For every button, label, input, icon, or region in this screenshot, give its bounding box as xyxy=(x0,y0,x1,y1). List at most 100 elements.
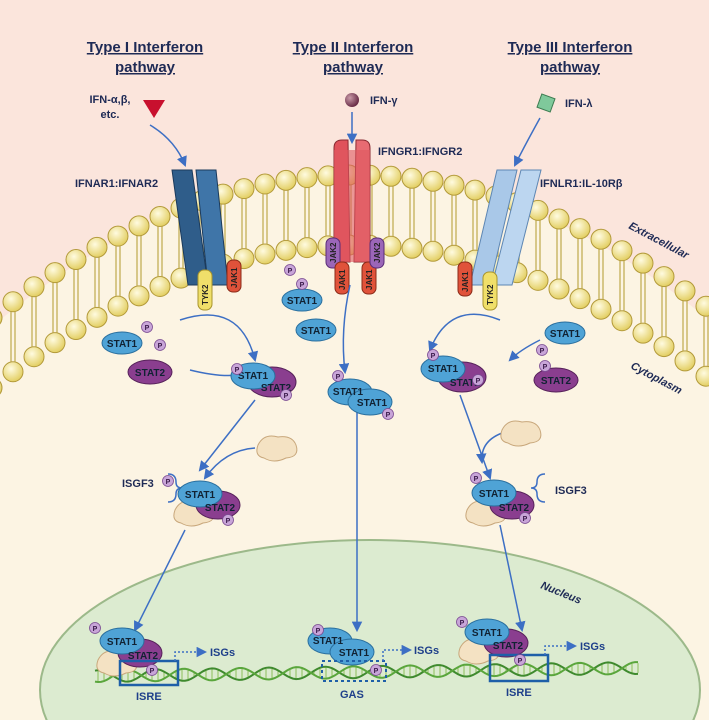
phosphate-icon xyxy=(456,616,468,628)
phosphate-label: P xyxy=(431,353,436,360)
isgf3-type3-label: ISGF3 xyxy=(555,485,587,497)
isre-type3-label: ISRE xyxy=(506,687,532,699)
phosphate-icon xyxy=(332,370,344,382)
nucleus-type1-stat1: STAT1 xyxy=(107,637,138,648)
phosphate-icon xyxy=(370,664,382,676)
gas-box xyxy=(321,660,387,682)
ligand-ifn-ab-line2: etc. xyxy=(101,109,120,121)
phosphate-label: P xyxy=(518,658,523,665)
t3-arrow-nucleus xyxy=(499,524,526,633)
ifn-l-square-icon xyxy=(536,93,556,113)
t3-arrow-receptor xyxy=(428,313,501,352)
type3-title-line1: Type III Interferon xyxy=(508,39,633,56)
isgf3-type1-stat1: STAT1 xyxy=(185,490,216,501)
tyk2-type3-label: TYK2 xyxy=(486,284,495,305)
type2-title-line1: Type II Interferon xyxy=(293,39,414,56)
nucleus xyxy=(39,539,701,720)
jak1-type1 xyxy=(226,259,242,293)
phosphate-icon xyxy=(284,264,296,276)
isgs-arrow-type3 xyxy=(544,640,578,655)
nucleus-type3-stat1: STAT1 xyxy=(472,628,503,639)
receptor-type2-label: IFNGR1:IFNGR2 xyxy=(378,146,462,158)
isgs-arrow-type2 xyxy=(382,644,413,661)
receptor-type1-label: IFNAR1:IFNAR2 xyxy=(75,178,158,190)
stat2-dimer-type3-label: STAT2 xyxy=(450,378,481,389)
phosphate-label: P xyxy=(226,518,231,525)
stat-dimer-type3: STAT1 STAT2 xyxy=(420,355,487,393)
phosphate-label: P xyxy=(166,479,171,486)
stat2-free-type3-label: STAT2 xyxy=(541,376,572,387)
phosphate-label: P xyxy=(93,626,98,633)
phosphate-label: P xyxy=(460,620,465,627)
phosphate-icon xyxy=(146,664,158,676)
stat-dimer-type1: STAT1 STAT2 xyxy=(230,362,297,398)
phosphate-icon xyxy=(222,514,234,526)
jak1-left-label: JAK1 xyxy=(338,269,347,290)
type1-title-line2: pathway xyxy=(115,59,176,76)
stat1-free-type1-label: STAT1 xyxy=(107,339,138,350)
stat2-free-type3: STAT2 xyxy=(533,367,579,393)
stat2-dimer-type1-label: STAT2 xyxy=(261,383,292,394)
jak2-type2-right xyxy=(369,237,385,269)
phosphate-label: P xyxy=(150,668,155,675)
jak1-type3-label: JAK1 xyxy=(461,271,470,292)
jak2-left-label: JAK2 xyxy=(329,242,338,263)
jak2-type2-left xyxy=(325,237,341,269)
phosphate-icon xyxy=(382,408,394,420)
nucleus-type2-stat1-b: STAT1 xyxy=(339,648,370,659)
phosphate-icon xyxy=(536,344,548,356)
stat1-type2-a-label: STAT1 xyxy=(287,296,318,307)
phosphate-icon xyxy=(89,622,101,634)
tyk2-type1-label: TYK2 xyxy=(201,284,210,305)
phosphate-label: P xyxy=(543,364,548,371)
phosphate-label: P xyxy=(300,282,305,289)
ifn-ab-arrow xyxy=(149,124,187,167)
isgf3-type3-stat1: STAT1 xyxy=(479,489,510,500)
phosphate-label: P xyxy=(284,393,289,400)
stat1-type2-b-label: STAT1 xyxy=(301,326,332,337)
phosphate-label: P xyxy=(374,668,379,675)
phosphate-label: P xyxy=(145,325,150,332)
stat1-free-type2-b: STAT1 xyxy=(295,318,337,342)
phosphate-icon xyxy=(312,624,324,636)
isgf3-complex-type3: STAT1 STAT2 xyxy=(465,479,535,527)
stat1-dimer-type2-b: STAT1 xyxy=(357,398,388,409)
t3-arrow-to-isgf3 xyxy=(459,394,493,480)
phosphate-icon xyxy=(141,321,153,333)
stat1-free-type3-label: STAT1 xyxy=(550,329,581,340)
jak1-type1-label: JAK1 xyxy=(230,267,239,288)
receptor-type3-label: IFNLR1:IL-10Rβ xyxy=(540,178,623,190)
nucleus-type3-stat2: STAT2 xyxy=(493,641,524,652)
irf9-free-type3 xyxy=(500,420,542,447)
isgf3-type3-bracket xyxy=(530,473,546,503)
isgf3-complex-type1: STAT1 STAT2 xyxy=(173,480,241,527)
type2-title-line2: pathway xyxy=(323,59,384,76)
phosphate-label: P xyxy=(476,378,481,385)
phosphate-icon xyxy=(539,360,551,372)
jak1-type2-right xyxy=(361,261,377,295)
isgs-arrow-type1 xyxy=(174,646,208,661)
phosphate-label: P xyxy=(336,374,341,381)
ifn-l-arrow xyxy=(514,117,541,167)
jak1-type3 xyxy=(457,261,473,297)
stat1-dimer-type1-label: STAT1 xyxy=(238,371,269,382)
phosphate-icon xyxy=(231,363,243,375)
phosphate-label: P xyxy=(288,268,293,275)
ifn-ab-triangle-icon xyxy=(143,100,165,118)
phosphate-icon xyxy=(296,278,308,290)
t3-arrow-stat xyxy=(508,339,541,362)
stat1-dimer-type2: STAT1 STAT1 xyxy=(327,378,393,416)
phosphate-label: P xyxy=(316,628,321,635)
phosphate-label: P xyxy=(158,343,163,350)
irf9-free-type1 xyxy=(256,435,298,462)
phosphate-label: P xyxy=(235,367,240,374)
stat1-free-type3: STAT1 xyxy=(544,321,586,345)
ligand-ifn-g: IFN-γ xyxy=(370,95,398,107)
t1-arrow-nucleus xyxy=(134,529,186,632)
tyk2-type3 xyxy=(482,271,498,311)
gas-label: GAS xyxy=(340,689,364,701)
stat1-free-type1: STAT1 xyxy=(101,331,143,355)
phosphate-icon xyxy=(514,654,526,666)
